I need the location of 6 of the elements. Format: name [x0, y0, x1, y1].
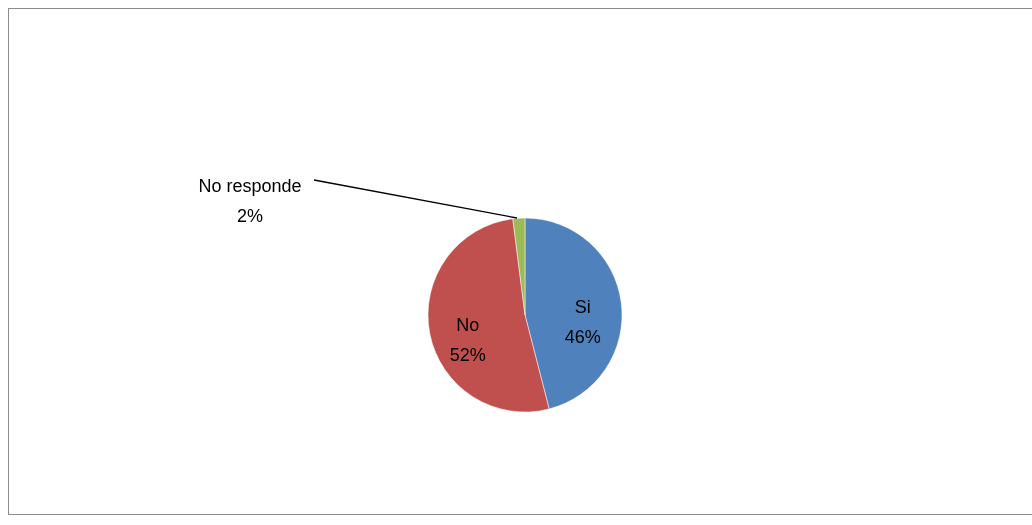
slice-label: Si: [574, 296, 591, 317]
data-label: 52%: [449, 344, 486, 365]
slice-label: No responde: [198, 176, 302, 196]
data-label: 2%: [236, 206, 264, 226]
data-label: 46%: [564, 326, 601, 347]
slice-label: No: [456, 314, 480, 335]
